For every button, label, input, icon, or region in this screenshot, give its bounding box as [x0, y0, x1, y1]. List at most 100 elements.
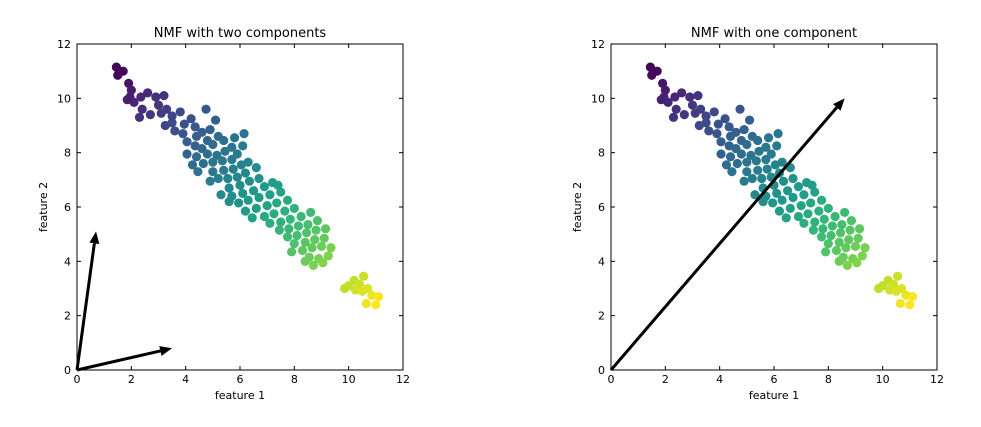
data-point [747, 173, 757, 184]
data-point [677, 88, 687, 98]
data-point [860, 243, 870, 253]
data-point [244, 176, 255, 186]
data-point [202, 149, 212, 159]
x-axis-label: feature 1 [749, 389, 799, 402]
y-tick-6: 6 [64, 201, 71, 214]
data-point [778, 176, 789, 186]
data-point [137, 104, 147, 114]
data-point [830, 211, 840, 222]
x-tick-8: 8 [825, 373, 832, 386]
data-point [136, 92, 146, 102]
left-chart-panel: NMF with two components 0 2 4 6 8 10 12 … [37, 26, 410, 402]
data-point [739, 124, 749, 135]
data-point [191, 152, 202, 162]
tick-labels: 0 2 4 6 8 10 12 0 2 4 6 8 10 12 [57, 38, 410, 386]
y-tick-8: 8 [64, 147, 71, 160]
data-point [762, 164, 772, 174]
data-point [854, 224, 865, 234]
data-point [687, 100, 698, 110]
y-tick-4: 4 [64, 255, 71, 268]
y-tick-12: 12 [591, 38, 605, 51]
data-point [766, 149, 776, 159]
x-tick-2: 2 [128, 373, 135, 386]
data-point [306, 207, 316, 218]
data-point [198, 158, 208, 169]
data-point [834, 237, 844, 247]
data-point [213, 173, 223, 184]
data-point [145, 110, 155, 120]
data-point [727, 167, 737, 177]
data-point [857, 251, 867, 261]
data-point [842, 260, 852, 271]
data-point [259, 211, 270, 222]
data-point [850, 241, 861, 251]
data-point [758, 196, 768, 207]
data-point [235, 180, 245, 190]
right-chart-panel: NMF with one component 0 2 4 6 8 10 12 0… [571, 26, 944, 402]
data-point [807, 180, 817, 190]
data-point [274, 225, 284, 235]
y-tick-0: 0 [598, 364, 605, 377]
data-point [300, 237, 310, 247]
data-point [243, 195, 253, 205]
y-tick-4: 4 [598, 255, 605, 268]
data-point [170, 126, 180, 136]
data-point [716, 137, 726, 147]
data-point [210, 115, 221, 125]
data-point [182, 137, 192, 147]
data-point [122, 95, 132, 105]
data-point [220, 146, 230, 156]
data-point [223, 173, 233, 184]
data-point [301, 228, 312, 238]
data-point [303, 220, 313, 230]
data-point [273, 180, 283, 190]
x-tick-2: 2 [662, 373, 669, 386]
data-point [251, 163, 261, 173]
data-point [750, 190, 760, 200]
data-point [276, 217, 286, 227]
y-tick-10: 10 [57, 92, 71, 105]
y-tick-10: 10 [591, 92, 605, 105]
data-point [754, 146, 764, 156]
data-point [262, 201, 272, 211]
y-tick-6: 6 [598, 201, 605, 214]
data-point [831, 245, 842, 256]
data-point [793, 182, 804, 192]
data-point [773, 129, 783, 139]
data-point [772, 188, 782, 199]
data-point [668, 112, 679, 122]
data-point [248, 186, 259, 196]
tick-labels: 0 2 4 6 8 10 12 0 2 4 6 8 10 12 [591, 38, 944, 386]
data-point [208, 167, 218, 177]
data-point [224, 196, 234, 207]
data-point [751, 156, 761, 166]
data-point [361, 298, 371, 309]
data-point [793, 211, 804, 222]
data-point [254, 192, 264, 203]
data-point [175, 107, 185, 117]
y-tick-8: 8 [598, 147, 605, 160]
data-point [178, 129, 188, 139]
data-point [205, 176, 215, 186]
data-point [806, 198, 816, 208]
data-point [208, 139, 218, 150]
data-point [371, 300, 381, 310]
x-tick-4: 4 [716, 373, 723, 386]
data-point [224, 183, 234, 193]
data-point [240, 206, 251, 216]
data-point [803, 209, 813, 219]
data-point [259, 182, 270, 192]
data-point [287, 247, 297, 257]
data-point [690, 108, 700, 118]
x-tick-6: 6 [771, 373, 778, 386]
data-point [724, 122, 734, 132]
data-point [742, 167, 752, 177]
x-tick-12: 12 [930, 373, 944, 386]
data-point [816, 232, 827, 242]
data-point [785, 203, 795, 213]
data-point [725, 152, 736, 162]
data-point [190, 122, 200, 132]
data-point [895, 298, 905, 309]
data-point [736, 149, 746, 159]
data-point [757, 173, 767, 184]
